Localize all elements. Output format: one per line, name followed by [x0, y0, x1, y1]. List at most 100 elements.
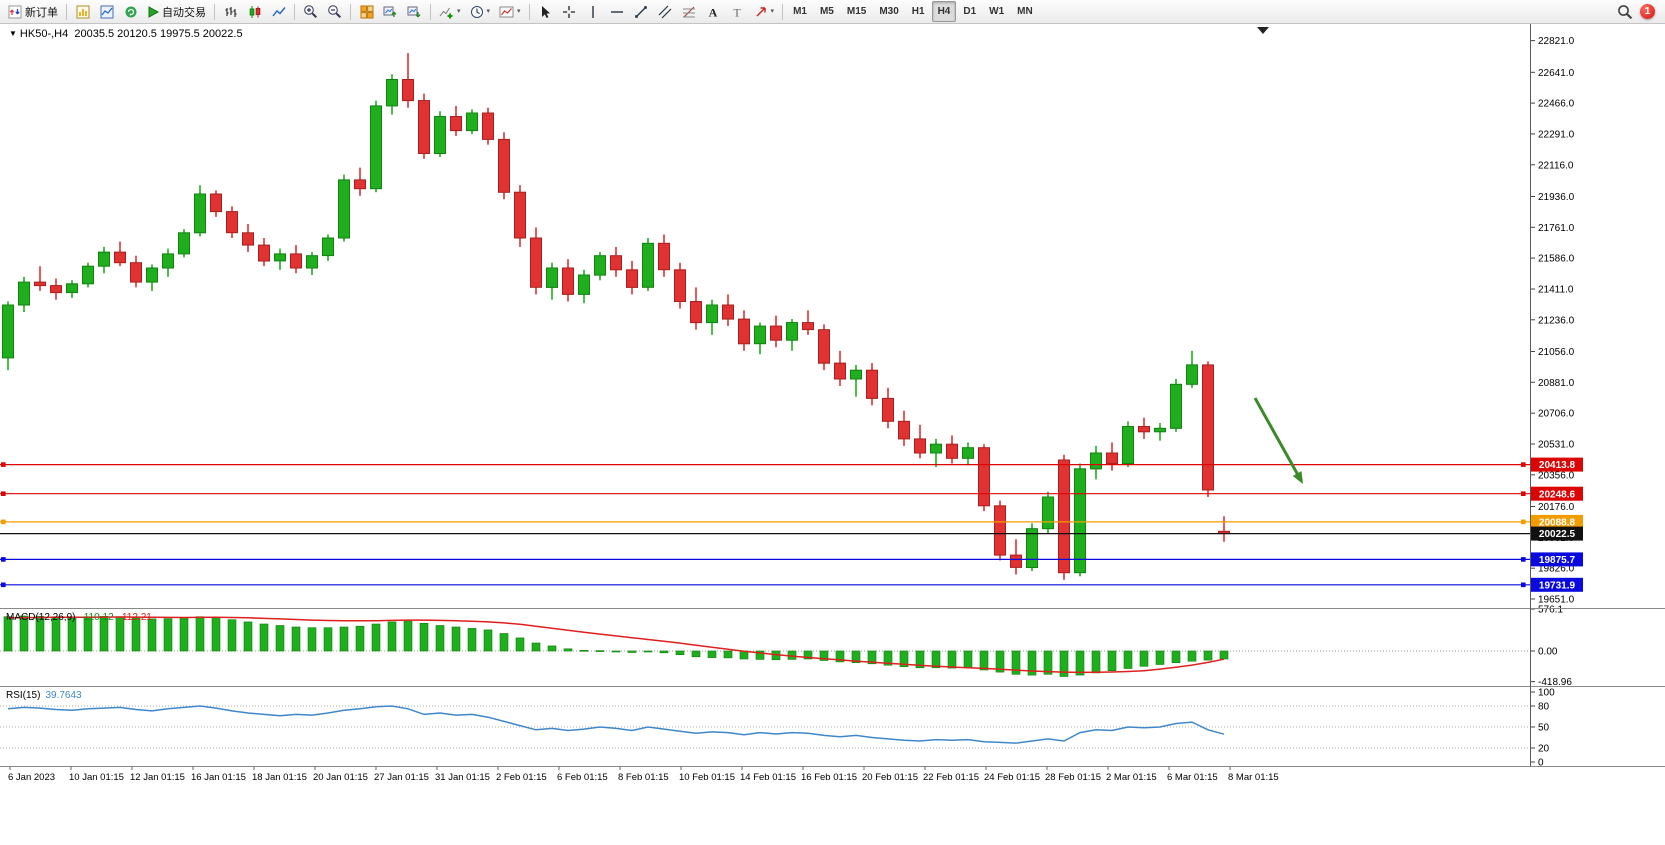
macd-histogram-bar — [675, 650, 685, 656]
candle-body — [402, 79, 414, 102]
candlestick-chart-button[interactable] — [243, 1, 266, 22]
candle-body — [1170, 383, 1182, 429]
candle-body — [274, 253, 286, 262]
price-axis[interactable] — [1530, 24, 1665, 766]
resistance-line-2-handle-left[interactable] — [1, 491, 6, 496]
macd-histogram-bar — [259, 623, 269, 652]
candle-body — [18, 281, 30, 306]
support-line-1-handle-right[interactable] — [1521, 557, 1526, 562]
notification-badge[interactable]: 1 — [1640, 4, 1655, 19]
dock-windows-button[interactable] — [403, 1, 426, 22]
indicators-icon — [439, 7, 453, 18]
timeframe-m15-button[interactable]: M15 — [841, 1, 872, 22]
label-button[interactable]: T — [726, 1, 749, 22]
trendline-icon — [635, 5, 647, 18]
zoom-out-button[interactable] — [323, 1, 346, 22]
chart-plot-area[interactable] — [0, 24, 1530, 766]
resistance-line-1-handle-right[interactable] — [1521, 462, 1526, 467]
time-tick-label: 24 Feb 01:15 — [984, 772, 1040, 783]
macd-signal-value: -112.21 — [118, 612, 152, 623]
timeframe-w1-button[interactable]: W1 — [983, 1, 1010, 22]
candlestick-chart-icon — [249, 5, 260, 18]
profiles-button[interactable] — [95, 1, 118, 22]
fibonacci-button[interactable] — [678, 1, 701, 22]
autotrading-label: 自动交易 — [162, 6, 206, 19]
candle-body — [466, 112, 478, 132]
line-chart-icon — [271, 6, 286, 16]
macd-histogram-bar — [3, 616, 13, 652]
time-tick-label: 2 Feb 01:15 — [496, 772, 547, 783]
time-axis[interactable] — [0, 766, 1665, 788]
candle-body — [690, 301, 702, 324]
timeframe-h1-button[interactable]: H1 — [906, 1, 931, 22]
support-line-1-price-tag — [1531, 552, 1583, 567]
candle-body — [834, 362, 846, 380]
candle-body — [1074, 468, 1086, 574]
periods-button[interactable]: ▾ — [466, 1, 495, 22]
crosshair-button[interactable] — [558, 1, 581, 22]
new-chart-button[interactable] — [71, 1, 94, 22]
vertical-line-button[interactable] — [582, 1, 605, 22]
trendline-button[interactable] — [630, 1, 653, 22]
time-tick-label: 16 Jan 01:15 — [191, 772, 246, 783]
orange-level-line-handle-left[interactable] — [1, 519, 6, 525]
candle-body — [1202, 364, 1214, 491]
auto-arrange-button[interactable] — [379, 1, 402, 22]
price-chart-svg[interactable]: 22821.0 22641.0 22466.0 22291.0 22116.0 21936… — [0, 24, 1665, 840]
macd-histogram-bar — [579, 649, 589, 652]
refresh-button[interactable] — [119, 1, 142, 22]
dropdown-caret-icon: ▾ — [486, 8, 491, 15]
line-chart-button[interactable] — [267, 1, 290, 22]
zoom-in-button[interactable] — [299, 1, 322, 22]
trend-arrow-annotation[interactable] — [1253, 397, 1301, 478]
macd-histogram-bar — [499, 633, 509, 652]
candle-body — [722, 304, 734, 320]
timeframe-m30-button[interactable]: M30 — [873, 1, 904, 22]
horizontal-line-button[interactable] — [606, 1, 629, 22]
autotrading-button[interactable]: 自动交易 — [143, 1, 210, 22]
timeframe-mn-button[interactable]: MN — [1011, 1, 1039, 22]
chart-symbol-header: ▼ HK50-,H4 20035.5 20120.5 19975.5 20022.… — [9, 28, 243, 40]
macd-histogram-bar — [803, 650, 813, 660]
trend-arrow-head[interactable] — [1292, 471, 1303, 484]
search-button[interactable] — [1613, 1, 1637, 22]
timeframe-m5-button[interactable]: M5 — [814, 1, 840, 22]
candle-body — [82, 265, 94, 285]
timeframe-d1-button[interactable]: D1 — [957, 1, 982, 22]
candle-body — [754, 325, 766, 345]
resistance-line-2-handle-right[interactable] — [1521, 491, 1526, 496]
timeframe-h4-button[interactable]: H4 — [931, 1, 957, 22]
timeframe-m1-button[interactable]: M1 — [787, 1, 813, 22]
channel-button[interactable] — [654, 1, 677, 22]
macd-histogram-bar — [1043, 650, 1053, 675]
candle-body — [706, 304, 718, 324]
arrow-tool-button[interactable]: ▾ — [750, 1, 779, 22]
resistance-line-2-price-tag — [1531, 486, 1583, 501]
svg-text:T: T — [733, 5, 741, 19]
price-tick-label: 22291.0 — [1538, 129, 1575, 140]
candle-body — [850, 369, 862, 380]
support-line-2-handle-left[interactable] — [1, 582, 6, 588]
symbol-dropdown-icon[interactable]: ▼ — [9, 29, 17, 38]
new-order-button[interactable]: 新订单 — [4, 1, 62, 22]
macd-histogram-bar — [483, 629, 493, 652]
orange-level-line-handle-right[interactable] — [1521, 519, 1526, 525]
resistance-line-1-handle-left[interactable] — [1, 462, 6, 467]
indicators-button[interactable]: ▾ — [435, 1, 465, 22]
macd-histogram-bar — [723, 650, 733, 659]
support-line-2-handle-right[interactable] — [1521, 582, 1526, 588]
macd-histogram-bar — [419, 622, 429, 652]
tile-windows-button[interactable] — [355, 1, 378, 22]
ohlc-values: 20035.5 20120.5 19975.5 20022.5 — [74, 28, 243, 40]
macd-histogram-bar — [659, 650, 669, 654]
text-button[interactable]: A — [702, 1, 725, 22]
chart-canvas[interactable]: 22821.0 22641.0 22466.0 22291.0 22116.0 21936… — [0, 24, 1665, 845]
templates-button[interactable]: ▾ — [495, 1, 525, 22]
bar-chart-button[interactable] — [219, 1, 242, 22]
price-tick-label: 22821.0 — [1538, 36, 1575, 47]
cursor-button[interactable] — [534, 1, 557, 22]
support-line-1-handle-left[interactable] — [1, 557, 6, 562]
macd-histogram-bar — [1171, 650, 1181, 663]
chart-shift-marker[interactable] — [1257, 27, 1269, 34]
vertical-line-icon — [592, 5, 594, 18]
